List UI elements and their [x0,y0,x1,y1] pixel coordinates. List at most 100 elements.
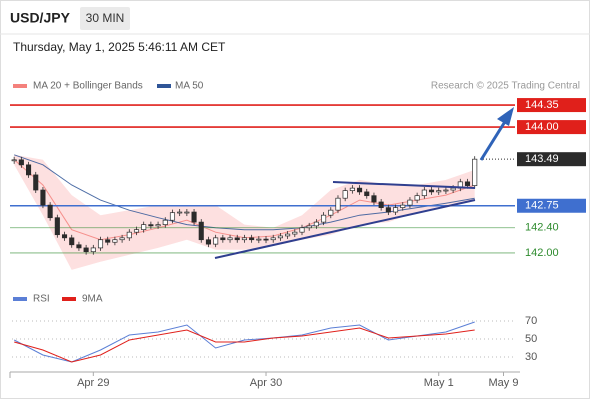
level-label: 142.75 [525,200,559,212]
candle [18,159,24,166]
candle [313,221,319,227]
candle [321,214,327,223]
candle [205,239,212,245]
y-tick-label: 50 [525,333,537,345]
x-tick-label: May 1 [424,377,454,389]
legend-swatch [157,84,171,88]
y-tick-label: 70 [525,315,537,327]
candle [26,164,32,176]
legend-swatch [13,84,27,88]
candle [400,204,406,208]
x-tick-label: May 9 [489,377,519,389]
candle [464,181,471,186]
candle [234,237,240,241]
candle [256,238,262,241]
candle [364,191,370,197]
y-tick-label: 30 [525,351,537,363]
legend-swatch [62,297,76,301]
level-label: 143.49 [525,153,559,165]
candle [249,237,255,241]
level-box [517,98,586,113]
forecast-arrow [479,119,508,161]
candle [428,189,435,193]
level-label: 144.35 [525,99,559,111]
arrow-head [497,107,514,126]
candle [392,207,399,213]
candle [33,174,39,191]
timeframe: 30 MIN [86,11,125,25]
candle [169,212,176,221]
level-label: 142.40 [525,222,559,234]
legend-label: MA 20 + Bollinger Bands [33,81,143,92]
level-box [517,120,586,135]
candle [414,195,420,201]
candle [40,189,46,206]
candle [407,199,413,206]
legend-label: MA 50 [175,81,204,92]
candle [299,227,305,233]
candle [141,224,147,231]
candle [292,231,298,235]
candle [133,229,140,233]
x-tick-label: Apr 30 [250,377,282,389]
drawings [214,107,514,259]
trend-line [214,199,476,259]
candle [97,239,104,249]
level-box [517,198,586,213]
candle [54,217,60,236]
candle [47,204,53,219]
legend-swatch [13,297,27,301]
legend-label: RSI [33,294,50,305]
candle [263,238,269,241]
rsi-line [14,327,475,363]
candle [220,237,226,241]
candle [61,234,68,239]
candle [385,207,391,213]
candle [184,211,190,214]
candle [105,239,111,243]
candle [76,244,82,249]
symbol: USD/JPY [10,10,71,26]
timeframe-box [80,7,130,30]
timestamp: Thursday, May 1, 2025 5:46:11 AM CET [13,40,226,54]
candle [191,211,197,223]
candle [213,237,219,245]
candle [357,187,363,193]
candle [443,189,449,192]
candle [285,233,291,237]
candle [155,224,161,227]
candle [450,187,456,191]
candle [306,225,312,229]
candle [148,224,154,227]
candle [162,219,168,225]
x-tick-label: Apr 29 [77,377,109,389]
candle [472,158,478,186]
level-label: 144.00 [525,121,559,133]
candle [349,187,355,191]
credit: Research © 2025 Trading Central [431,81,580,92]
candle [241,237,247,241]
candle [90,247,96,253]
candle [198,221,204,241]
legend-label: 9MA [82,294,103,305]
candle [421,189,427,197]
rsi-line [13,321,475,363]
candle [83,247,89,253]
candle [112,239,118,243]
trend-line [332,181,476,189]
candle [270,237,276,241]
candle [335,197,341,211]
candle [378,201,384,208]
candle [371,195,377,203]
level-label: 142.00 [525,247,559,259]
candle [177,211,183,214]
candle [277,235,283,239]
candle [119,237,125,241]
level-box [517,152,586,167]
candle [227,237,233,241]
rsi-panel: 30 50 70 Apr 29 Apr 30 May 1 May 9 [9,315,537,389]
candle [11,159,17,162]
candle [342,190,348,199]
